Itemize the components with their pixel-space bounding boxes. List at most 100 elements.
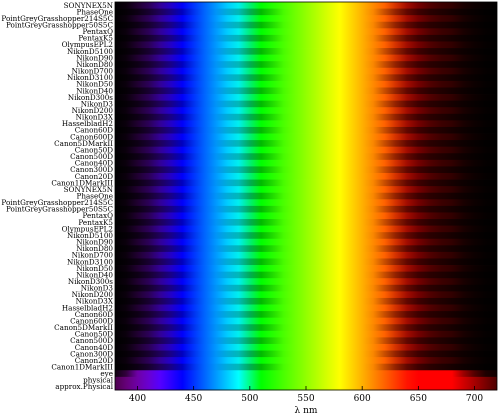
heatmap-row <box>115 311 497 319</box>
heatmap-row <box>115 337 497 345</box>
heatmap-row <box>115 297 497 305</box>
heatmap-row <box>115 370 497 378</box>
row-label: physical <box>83 376 114 385</box>
heatmap-row <box>115 376 497 384</box>
row-label: Canon300D <box>70 349 113 358</box>
row-label: PhaseOne <box>77 192 113 201</box>
heatmap-row <box>115 113 497 121</box>
row-label: PointGreyGrasshopper50S5C <box>6 21 114 30</box>
row-label: Canon40D <box>75 159 114 168</box>
heatmap-row <box>115 363 497 371</box>
row-label: Canon600D <box>70 316 113 325</box>
row-label: HasselbladH2 <box>62 119 113 128</box>
heatmap-row <box>115 284 497 292</box>
heatmap-row <box>115 48 497 56</box>
heatmap-row <box>115 159 497 167</box>
heatmap-bands <box>115 2 497 391</box>
heatmap-row <box>115 232 497 240</box>
row-label: Canon300D <box>70 165 113 174</box>
row-label: Canon5DMarkII <box>54 323 113 332</box>
heatmap-row <box>115 205 497 213</box>
row-label: NikonD80 <box>76 244 113 253</box>
heatmap-row <box>115 41 497 49</box>
x-axis-label: λ nm <box>295 406 318 416</box>
heatmap-row <box>115 304 497 312</box>
heatmap-row <box>115 61 497 69</box>
x-tick-label: 450 <box>185 394 202 404</box>
row-label: PointGreyGrasshopper50S5C <box>6 205 114 214</box>
row-label: PentaxK5 <box>78 218 113 227</box>
row-label: Canon5DMarkII <box>54 139 113 148</box>
heatmap-row <box>115 219 497 226</box>
x-tick-label: 650 <box>410 394 427 404</box>
heatmap-row <box>115 87 497 95</box>
heatmap-row <box>115 245 497 253</box>
row-label: NikonD90 <box>76 53 113 62</box>
x-tick-label: 550 <box>297 394 314 404</box>
row-label: NikonD50 <box>76 264 113 273</box>
heatmap-row <box>115 126 497 134</box>
heatmap-row <box>115 238 497 246</box>
row-label: NikonD5100 <box>67 231 113 240</box>
x-tick-label: 500 <box>241 394 258 404</box>
row-label: NikonD3 <box>81 99 114 108</box>
row-label: SONYNEX5N <box>64 185 113 194</box>
row-label: Canon50D <box>75 145 114 154</box>
heatmap-row <box>115 317 497 325</box>
heatmap-row <box>115 172 497 180</box>
row-label: NikonD5100 <box>67 47 113 56</box>
row-label: Canon20D <box>75 356 114 365</box>
row-label: PentaxQ <box>82 211 113 220</box>
row-label: NikonD40 <box>76 270 113 279</box>
heatmap-row <box>115 258 497 266</box>
heatmap-row <box>115 225 497 233</box>
heatmap-row <box>115 199 497 207</box>
heatmap-row <box>115 140 497 148</box>
row-label: NikonD700 <box>72 251 114 260</box>
row-label: NikonD3100 <box>67 257 113 266</box>
heatmap-row <box>115 251 497 259</box>
row-label: NikonD3X <box>76 297 114 306</box>
row-label: NikonD3 <box>81 284 114 293</box>
row-label: OlympusEPL2 <box>62 224 113 233</box>
x-axis-ticks: 400 450 500 550 600 650 700 <box>129 386 483 404</box>
row-label: NikonD700 <box>72 67 114 76</box>
heatmap-row <box>115 146 497 154</box>
heatmap-row <box>115 107 497 115</box>
x-tick-label: 700 <box>466 394 483 404</box>
heatmap-row <box>115 21 497 29</box>
row-label: Canon60D <box>75 310 114 319</box>
heatmap-row <box>115 330 497 338</box>
row-label: PointGreyGrasshopper214S5C <box>1 14 113 23</box>
heatmap-row <box>115 80 497 88</box>
row-labels: SONYNEX5NPhaseOnePointGreyGrasshopper214… <box>1 1 113 391</box>
heatmap-row <box>115 15 497 23</box>
heatmap-row <box>115 94 497 102</box>
heatmap-row <box>115 278 497 286</box>
heatmap-row <box>115 212 497 220</box>
heatmap-row <box>115 357 497 365</box>
row-label: NikonD80 <box>76 60 113 69</box>
row-label: PentaxK5 <box>78 34 113 43</box>
heatmap-row <box>115 74 497 82</box>
row-label: OlympusEPL2 <box>62 40 113 49</box>
row-label: Canon60D <box>75 126 114 135</box>
row-label: NikonD3100 <box>67 73 113 82</box>
heatmap-row <box>115 343 497 351</box>
row-label: Canon500D <box>70 152 113 161</box>
heatmap-row <box>115 324 497 332</box>
heatmap-row <box>115 34 497 42</box>
row-label: NikonD3X <box>76 113 114 122</box>
heatmap-row <box>115 100 497 108</box>
heatmap-row <box>115 271 497 279</box>
row-label: Canon50D <box>75 330 114 339</box>
row-label: NikonD40 <box>76 86 113 95</box>
x-tick-label: 400 <box>129 394 146 404</box>
heatmap-row <box>115 54 497 62</box>
row-label: NikonD200 <box>72 106 114 115</box>
row-label: SONYNEX5N <box>64 1 113 10</box>
row-label: NikonD50 <box>76 80 113 89</box>
heatmap-row <box>115 186 497 194</box>
row-label: PentaxQ <box>82 27 113 36</box>
